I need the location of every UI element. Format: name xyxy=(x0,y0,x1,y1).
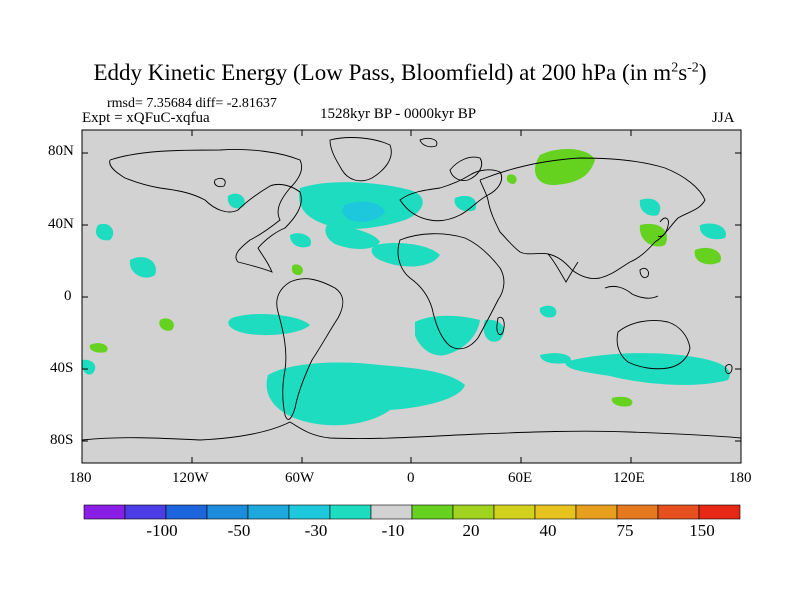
period-label: 1528kyr BP - 0000kyr BP xyxy=(320,106,477,122)
nw-atlantic-blob xyxy=(227,193,245,209)
africa-coast xyxy=(397,233,505,350)
east-pacific-blob xyxy=(129,257,156,278)
lat-label-eq: 0 xyxy=(64,288,72,304)
north-pacific-blob xyxy=(699,223,726,240)
ural-positive xyxy=(506,174,517,184)
colorbar-swatch xyxy=(329,504,372,520)
colorbar-label: 40 xyxy=(539,521,557,540)
north-atlantic-region-2 xyxy=(325,222,380,249)
lon-label-120e: 120E xyxy=(613,470,645,486)
caribbean-region xyxy=(290,233,311,248)
japan-positive xyxy=(639,223,668,247)
lon-label-0: 0 xyxy=(407,470,415,486)
colorbar-swatch xyxy=(452,504,495,520)
lat-label-80n: 80N xyxy=(48,143,74,159)
india-coast xyxy=(547,253,579,283)
south-america-coast xyxy=(276,278,344,420)
lat-ticks xyxy=(82,152,741,442)
lat-label-80s: 80S xyxy=(50,432,74,448)
colorbar-label: -10 xyxy=(381,521,405,540)
strong-negative-core xyxy=(342,201,385,222)
atlantic-positive xyxy=(291,264,303,276)
japan-coast xyxy=(657,217,669,237)
colorbar-swatch xyxy=(206,504,249,520)
southwest-pacific-blob xyxy=(82,359,96,375)
hudson-island xyxy=(214,177,226,188)
scandinavia-coast xyxy=(449,156,483,181)
lon-label-60w: 60W xyxy=(285,470,315,486)
colorbar-swatch xyxy=(657,504,700,520)
colorbar-label: -30 xyxy=(304,521,328,540)
colorbar-label: -100 xyxy=(146,521,178,540)
strong-negative-regions xyxy=(342,201,385,222)
anomaly-fields xyxy=(82,137,741,441)
lon-ticks xyxy=(81,130,742,463)
rmsd-diff-label: rmsd= 7.35684 diff= -2.81637 xyxy=(107,96,277,111)
south-indian-positive xyxy=(611,396,633,407)
south-pacific-region xyxy=(228,314,310,336)
new-zealand-coast xyxy=(725,363,733,375)
colorbar-swatch xyxy=(247,504,290,520)
positive-anomaly-regions xyxy=(89,148,721,407)
asia-coast xyxy=(479,157,706,279)
lon-label-120w: 120W xyxy=(172,470,209,486)
south-indian-blob xyxy=(540,353,571,364)
antarctica-coast xyxy=(82,421,741,441)
coastlines xyxy=(82,137,741,441)
colorbar-swatch xyxy=(616,504,659,520)
figure-title: Eddy Kinetic Energy (Low Pass, Bloomfiel… xyxy=(93,60,707,85)
indonesia-coast xyxy=(604,285,659,299)
colorbar-swatch xyxy=(575,504,618,520)
lon-label-60e: 60E xyxy=(508,470,533,486)
lon-label-180w: 180 xyxy=(69,470,92,486)
pacific-blob xyxy=(95,223,114,241)
colorbar xyxy=(83,504,741,520)
pacific-positive-2 xyxy=(89,343,108,353)
colorbar-swatch xyxy=(124,504,167,520)
colorbar-label: 150 xyxy=(689,521,715,540)
map-background xyxy=(82,130,741,463)
indian-ocean-blob xyxy=(539,305,557,318)
colorbar-swatch xyxy=(493,504,536,520)
east-asia-blob xyxy=(639,198,661,216)
colorbar-swatch xyxy=(411,504,454,520)
colorbar-swatch xyxy=(534,504,577,520)
australia-coast xyxy=(616,320,691,370)
colorbar-swatch xyxy=(165,504,208,520)
lon-label-180e: 180 xyxy=(729,470,752,486)
north-pacific-positive xyxy=(694,247,721,265)
central-atlantic-region xyxy=(371,243,440,267)
greenland-coast xyxy=(329,137,392,182)
pacific-positive-1 xyxy=(159,318,174,331)
southern-ocean-region xyxy=(266,362,465,426)
lat-label-40n: 40N xyxy=(48,216,74,232)
colorbar-label: -50 xyxy=(227,521,251,540)
colorbar-label: 20 xyxy=(462,521,480,540)
madagascar-region xyxy=(483,319,505,342)
philippines-coast xyxy=(639,267,649,279)
south-atlantic-africa-region xyxy=(415,315,480,356)
madagascar-coast xyxy=(496,316,505,336)
europe-coast xyxy=(399,169,503,222)
experiment-label: Expt = xQFuC-xqfua xyxy=(82,110,210,126)
south-indian-ocean-region xyxy=(565,353,730,385)
lat-label-40s: 40S xyxy=(50,360,74,376)
north-america-coast xyxy=(109,149,303,273)
colorbar-label: 75 xyxy=(616,521,634,540)
colorbar-swatch xyxy=(83,504,126,520)
colorbar-swatch xyxy=(288,504,331,520)
colorbar-swatch xyxy=(698,504,741,520)
svalbard-coast xyxy=(419,137,438,148)
season-label: JJA xyxy=(712,110,735,126)
colorbar-swatch xyxy=(370,504,413,520)
